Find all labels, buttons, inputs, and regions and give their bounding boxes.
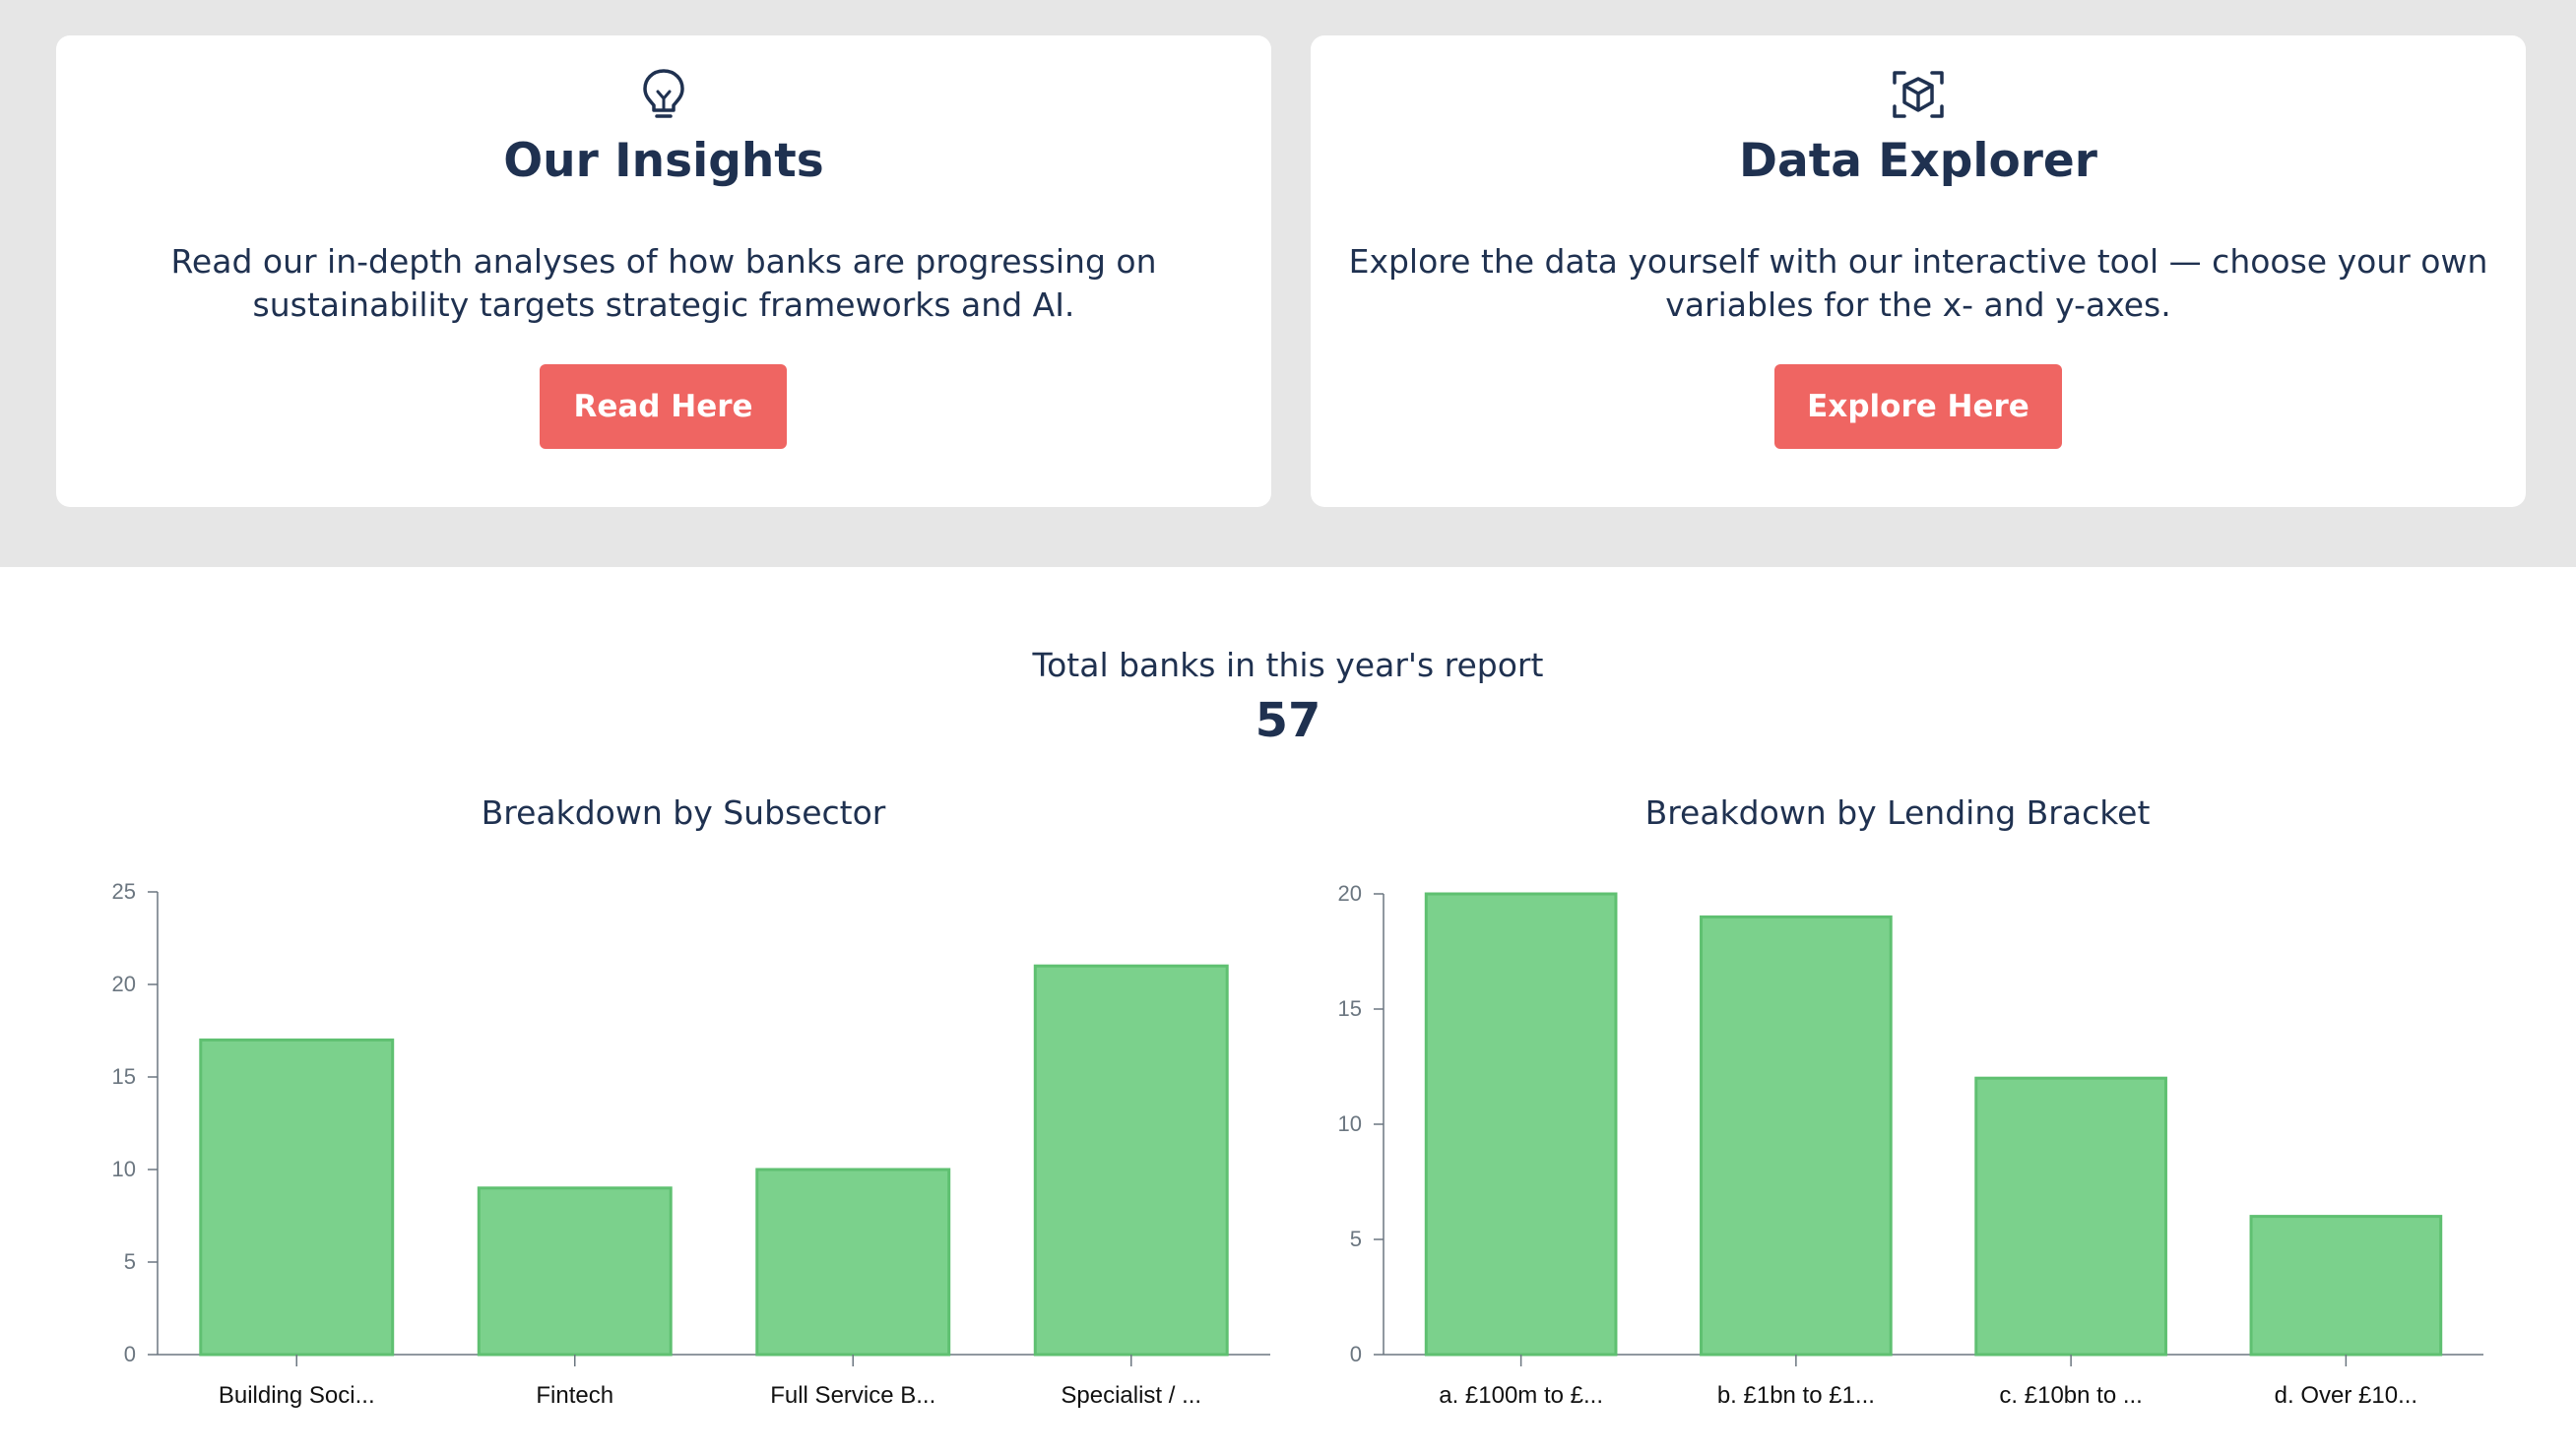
subsector-chart-title: Breakdown by Subsector	[481, 793, 886, 832]
subsector-bar[interactable]	[1033, 964, 1229, 1357]
lending-y-tick-label: 20	[1338, 881, 1362, 906]
insights-card: Our Insights Read our in-depth analyses …	[56, 35, 1271, 507]
insights-description: Read our in-depth analyses of how banks …	[170, 242, 1157, 324]
subsector-y-tick-label: 5	[124, 1249, 136, 1274]
data-explorer-description: Explore the data yourself with our inter…	[1348, 242, 2488, 324]
data-explorer-card: Data Explorer Explore the data yourself …	[1311, 35, 2526, 507]
subsector-y-tick-label: 10	[112, 1157, 136, 1181]
subsector-x-tick-label: Full Service B...	[770, 1382, 935, 1409]
subsector-x-tick-label: Building Soci...	[219, 1382, 375, 1409]
lightbulb-icon	[643, 69, 684, 118]
data-explorer-title: Data Explorer	[1739, 134, 2097, 188]
lending-bar[interactable]	[2249, 1215, 2443, 1357]
subsector-bar[interactable]	[755, 1168, 951, 1357]
subsector-bar[interactable]	[477, 1186, 673, 1357]
subsector-bar[interactable]	[199, 1038, 395, 1357]
subsector-x-tick-label: Fintech	[536, 1382, 613, 1409]
lending-y-tick-label: 5	[1350, 1227, 1362, 1251]
total-banks-value: 57	[1255, 693, 1321, 748]
subsector-y-tick-label: 20	[112, 972, 136, 996]
explore-here-button[interactable]: Explore Here	[1774, 364, 2062, 449]
lending-bar[interactable]	[1974, 1076, 2167, 1357]
lending-x-tick-label: c. £10bn to ...	[1999, 1382, 2142, 1409]
subsector-y-tick-label: 25	[112, 879, 136, 904]
lending-bar[interactable]	[1424, 892, 1618, 1357]
lending-y-tick-label: 10	[1338, 1111, 1362, 1136]
subsector-x-tick-label: Specialist / ...	[1061, 1382, 1201, 1409]
read-here-button[interactable]: Read Here	[540, 364, 787, 449]
total-banks-label: Total banks in this year's report	[1032, 646, 1544, 684]
lending-x-tick-label: a. £100m to £...	[1439, 1382, 1603, 1409]
lending-chart-title: Breakdown by Lending Bracket	[1644, 793, 2151, 832]
lending-chart: 0 5 10 15 20 a. £100m to £... b. £1bn to £1...…	[1338, 881, 2483, 1409]
subsector-chart: 0 5 10 15 20 25 Building Soci... Fintech Full Se…	[112, 879, 1270, 1409]
subsector-y-tick-label: 15	[112, 1064, 136, 1089]
subsector-y-tick-label: 0	[124, 1342, 136, 1366]
lending-x-tick-label: b. £1bn to £1...	[1717, 1382, 1875, 1409]
lending-x-tick-label: d. Over £10...	[2275, 1382, 2417, 1409]
insights-title: Our Insights	[503, 134, 824, 188]
lending-y-tick-label: 0	[1350, 1342, 1362, 1366]
lending-bar[interactable]	[1700, 915, 1893, 1357]
cube-scan-icon	[1893, 71, 1944, 118]
lending-y-tick-label: 15	[1338, 996, 1362, 1021]
